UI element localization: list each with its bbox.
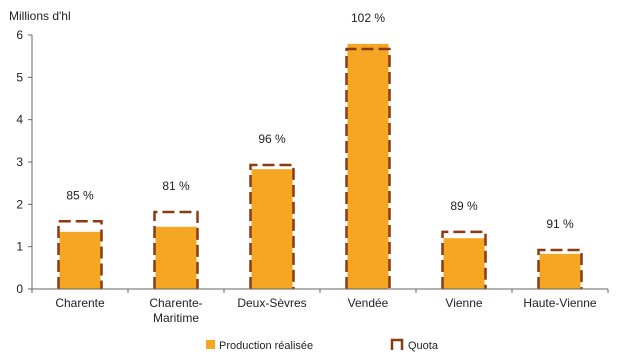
legend-quota-label: Quota xyxy=(408,340,439,352)
x-category-label: Haute-Vienne xyxy=(523,296,596,310)
data-label: 81 % xyxy=(162,179,190,193)
y-tick-label: 0 xyxy=(16,282,23,296)
data-label: 89 % xyxy=(450,199,478,213)
legend-quota-swatch xyxy=(390,338,404,350)
x-category-label: Vendée xyxy=(348,296,389,310)
y-tick-label: 4 xyxy=(16,113,23,127)
y-tick-label: 5 xyxy=(16,70,23,84)
x-category-label: Vienne xyxy=(445,296,482,310)
x-category-label: Deux-Sèvres xyxy=(237,296,306,310)
data-label: 85 % xyxy=(66,188,94,202)
production-bar xyxy=(347,43,389,289)
production-bar xyxy=(443,238,485,289)
x-category-label-line: Charente- xyxy=(149,296,202,310)
quota-outline xyxy=(57,220,103,289)
x-category-label-line: Haute-Vienne xyxy=(523,296,596,310)
x-category-label-line: Maritime xyxy=(153,311,199,325)
data-label: 91 % xyxy=(546,217,574,231)
y-axis-title: Millions d'hl xyxy=(9,9,71,23)
quota-outline xyxy=(345,47,391,289)
x-axis: Charente Charente-Maritime Deux-Sèvres Vend… xyxy=(31,288,609,325)
data-label: 96 % xyxy=(258,132,286,146)
x-category-label: Charente-Maritime xyxy=(149,296,202,325)
data-labels: 85 % 81 % 96 % 102 % 89 % 91 % xyxy=(66,11,574,231)
y-axis: 0 1 2 3 4 5 6 xyxy=(16,28,33,296)
data-label: 102 % xyxy=(351,11,385,25)
x-category-label-line: Vienne xyxy=(445,296,482,310)
y-tick-label: 6 xyxy=(16,28,23,42)
legend: Production réalisée Quota xyxy=(206,338,439,352)
production-bar xyxy=(539,253,581,289)
x-category-label-line: Charente xyxy=(55,296,105,310)
production-bar xyxy=(155,226,197,289)
quota-outline xyxy=(153,210,199,289)
x-category-label-line: Deux-Sèvres xyxy=(237,296,306,310)
quota-outline xyxy=(537,248,583,289)
y-tick-label: 1 xyxy=(16,240,23,254)
production-bar xyxy=(59,231,101,289)
quota-outline xyxy=(441,230,487,289)
y-tick-label: 3 xyxy=(16,155,23,169)
y-tick-label: 2 xyxy=(16,197,23,211)
quota-outline xyxy=(249,163,295,289)
bars xyxy=(57,43,583,289)
legend-production-label: Production réalisée xyxy=(219,340,313,352)
x-category-label: Charente xyxy=(55,296,105,310)
x-category-label-line: Vendée xyxy=(348,296,389,310)
legend-production-swatch xyxy=(206,340,215,349)
production-bar xyxy=(251,169,293,289)
